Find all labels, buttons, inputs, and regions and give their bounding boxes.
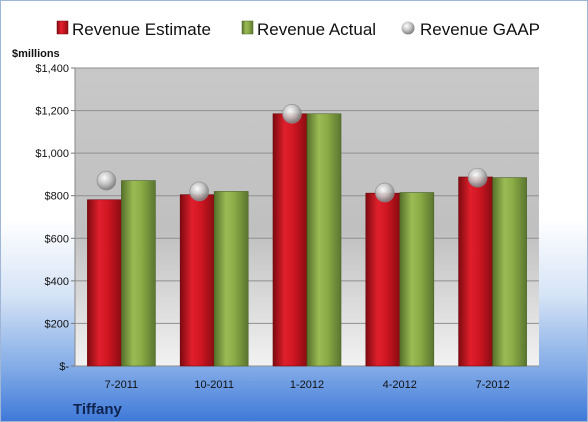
y-tick-label: $- <box>59 361 69 373</box>
x-tick-label: 7-2012 <box>475 379 509 391</box>
y-tick-label: $200 <box>45 318 69 330</box>
y-tick-label: $600 <box>45 233 69 245</box>
y-tick-label: $800 <box>45 191 69 203</box>
legend-label-revenue-gaap: Revenue GAAP <box>420 20 540 39</box>
marker-revenue-gaap <box>467 167 488 188</box>
legend-swatch-revenue-gaap <box>401 21 415 35</box>
y-axis-ticks: $- $200 $400 $600 $800 $1,000 $1,200 $1,400 <box>35 63 76 373</box>
x-tick-label: 10-2011 <box>194 379 234 391</box>
y-axis-label: $millions <box>12 48 60 60</box>
legend-label-revenue-estimate: Revenue Estimate <box>72 20 211 39</box>
bars <box>87 113 527 367</box>
bar-revenue-actual <box>399 192 435 367</box>
gaap-markers <box>96 103 488 203</box>
marker-revenue-gaap <box>282 103 302 124</box>
bar-revenue-actual <box>492 177 527 367</box>
bar-revenue-estimate <box>272 113 308 367</box>
marker-revenue-gaap <box>374 182 395 203</box>
y-tick-label: $1,200 <box>35 106 69 118</box>
y-tick-label: $400 <box>45 276 69 288</box>
company-name: Tiffany <box>73 401 123 418</box>
x-tick-label: 7-2011 <box>105 379 138 391</box>
marker-revenue-gaap <box>96 170 117 191</box>
bar-revenue-estimate <box>365 192 401 367</box>
marker-revenue-gaap <box>189 181 209 202</box>
bar-revenue-actual <box>306 113 342 367</box>
bar-revenue-actual <box>121 180 156 367</box>
legend-swatch-revenue-estimate <box>56 20 69 35</box>
legend: Revenue Estimate Revenue Actual Revenue … <box>56 20 540 39</box>
y-tick-label: $1,400 <box>35 63 69 75</box>
legend-label-revenue-actual: Revenue Actual <box>257 20 376 39</box>
x-tick-label: 1-2012 <box>290 379 324 391</box>
legend-swatch-revenue-actual <box>241 20 254 35</box>
x-tick-label: 4-2012 <box>383 379 417 391</box>
bar-revenue-estimate <box>87 199 122 367</box>
bar-revenue-estimate <box>179 194 215 367</box>
y-tick-label: $1,000 <box>35 148 69 160</box>
bar-revenue-actual <box>213 191 249 367</box>
bar-revenue-estimate <box>458 176 493 367</box>
x-axis-labels: 7-2011 10-2011 1-2012 4-2012 7-2012 <box>105 379 510 391</box>
